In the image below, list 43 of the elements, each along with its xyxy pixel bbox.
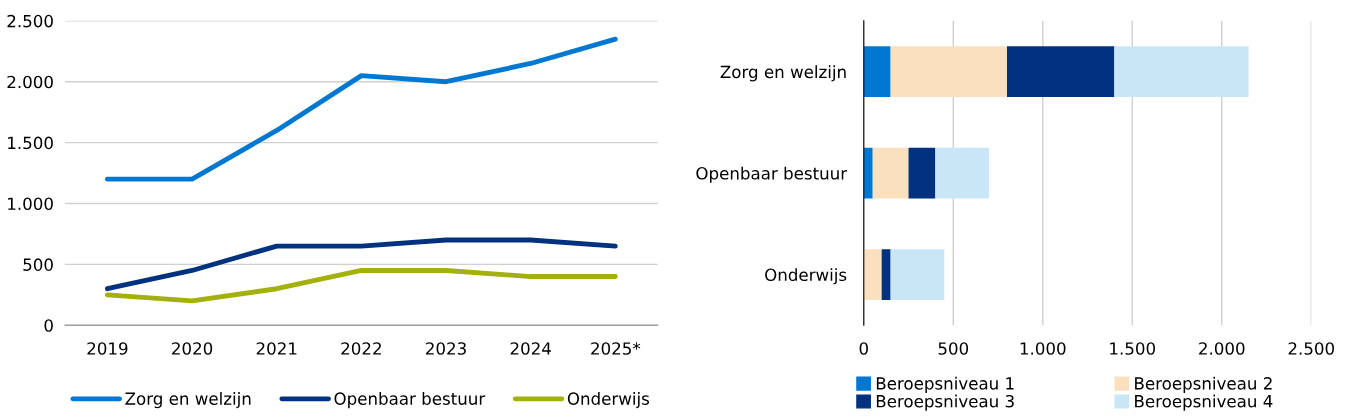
y-tick-label: Onderwijs (765, 268, 847, 285)
bar (890, 249, 945, 300)
y-tick-label: 1.500 (8, 136, 53, 150)
bar (1114, 46, 1249, 97)
x-tick-label: 2022 (341, 342, 381, 355)
legend-label: Openbaar bestuur (334, 392, 486, 409)
x-tick-label: 1.000 (1020, 342, 1066, 355)
legend-label: Beroepsniveau 3 (876, 394, 1014, 411)
x-tick-label: 2.000 (1199, 342, 1245, 355)
x-tick-label: 2020 (172, 342, 213, 355)
x-tick-label: 500 (938, 342, 969, 355)
y-tick-label: 2.000 (7, 75, 53, 89)
legend-label: Beroepsniveau 4 (1135, 394, 1273, 411)
bar (863, 147, 873, 199)
line-series (104, 36, 618, 182)
x-tick-label: 0 (859, 342, 868, 355)
y-tick-label: 2.500 (7, 14, 53, 28)
x-tick-label: 2025* (591, 342, 641, 355)
x-tick-label: 2023 (426, 342, 466, 355)
x-tick-label: 2024 (510, 342, 551, 355)
y-tick-label: 1.000 (8, 197, 53, 211)
bar (881, 249, 891, 300)
y-tick-label: Openbaar bestuur (696, 166, 848, 183)
legend-label: Beroepsniveau 1 (876, 376, 1014, 393)
line-series (104, 237, 618, 292)
y-tick-label: Zorg en welzijn (720, 65, 846, 82)
y-tick-label: 500 (23, 258, 53, 271)
bar (872, 147, 909, 199)
x-tick-label: 2.500 (1288, 342, 1334, 355)
bar (908, 147, 936, 199)
bar (863, 249, 882, 300)
legend-label: Zorg en welzijn (125, 392, 251, 409)
x-tick-label: 2021 (256, 342, 297, 355)
x-tick-label: 2019 (87, 342, 128, 355)
legend-label: Onderwijs (567, 392, 650, 409)
bar (1006, 46, 1115, 97)
legend-label: Beroepsniveau 2 (1135, 376, 1272, 393)
y-tick-label: 0 (44, 319, 53, 332)
line-series (104, 268, 618, 304)
bar (890, 46, 1007, 97)
x-tick-label: 1.500 (1110, 342, 1156, 355)
bar (935, 147, 990, 199)
bar (863, 46, 891, 97)
